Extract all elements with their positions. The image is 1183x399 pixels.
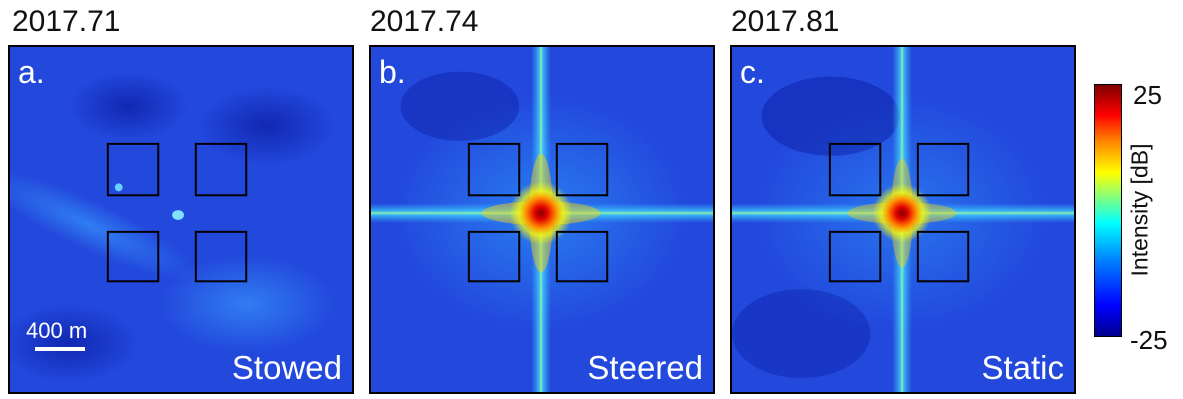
colorbar-min-label: -25 bbox=[1130, 325, 1168, 355]
panel-a-year: 2017.71 bbox=[12, 5, 121, 38]
panel-a-mode: Stowed bbox=[231, 349, 342, 386]
panel-a-image: a. 400 m Stowed bbox=[8, 45, 354, 394]
panel-c-image: c. Static bbox=[730, 45, 1076, 394]
panel-c-map bbox=[732, 47, 1074, 392]
panel-b-boxes bbox=[467, 142, 609, 283]
colorbar bbox=[1094, 84, 1122, 337]
scalebar-line bbox=[35, 347, 85, 351]
panel-c-mode: Static bbox=[981, 349, 1064, 386]
colorbar-max-label: 25 bbox=[1133, 80, 1162, 110]
panel-c-boxes bbox=[828, 142, 970, 283]
colorbar-axis-label: Intensity [dB] bbox=[1126, 143, 1153, 277]
panel-a-boxes bbox=[106, 142, 248, 283]
panel-c-year: 2017.81 bbox=[731, 5, 840, 38]
panel-a-letter: a. bbox=[18, 54, 45, 90]
panel-b-year: 2017.74 bbox=[370, 5, 479, 38]
panel-b-image: b. Steered bbox=[369, 45, 715, 394]
panel-b-letter: b. bbox=[379, 54, 406, 90]
panel-b-map bbox=[371, 47, 713, 392]
panel-c-letter: c. bbox=[740, 54, 765, 90]
panel-b-mode: Steered bbox=[587, 349, 703, 386]
panel-a-map bbox=[10, 47, 352, 392]
scalebar-label: 400 m bbox=[26, 318, 88, 343]
